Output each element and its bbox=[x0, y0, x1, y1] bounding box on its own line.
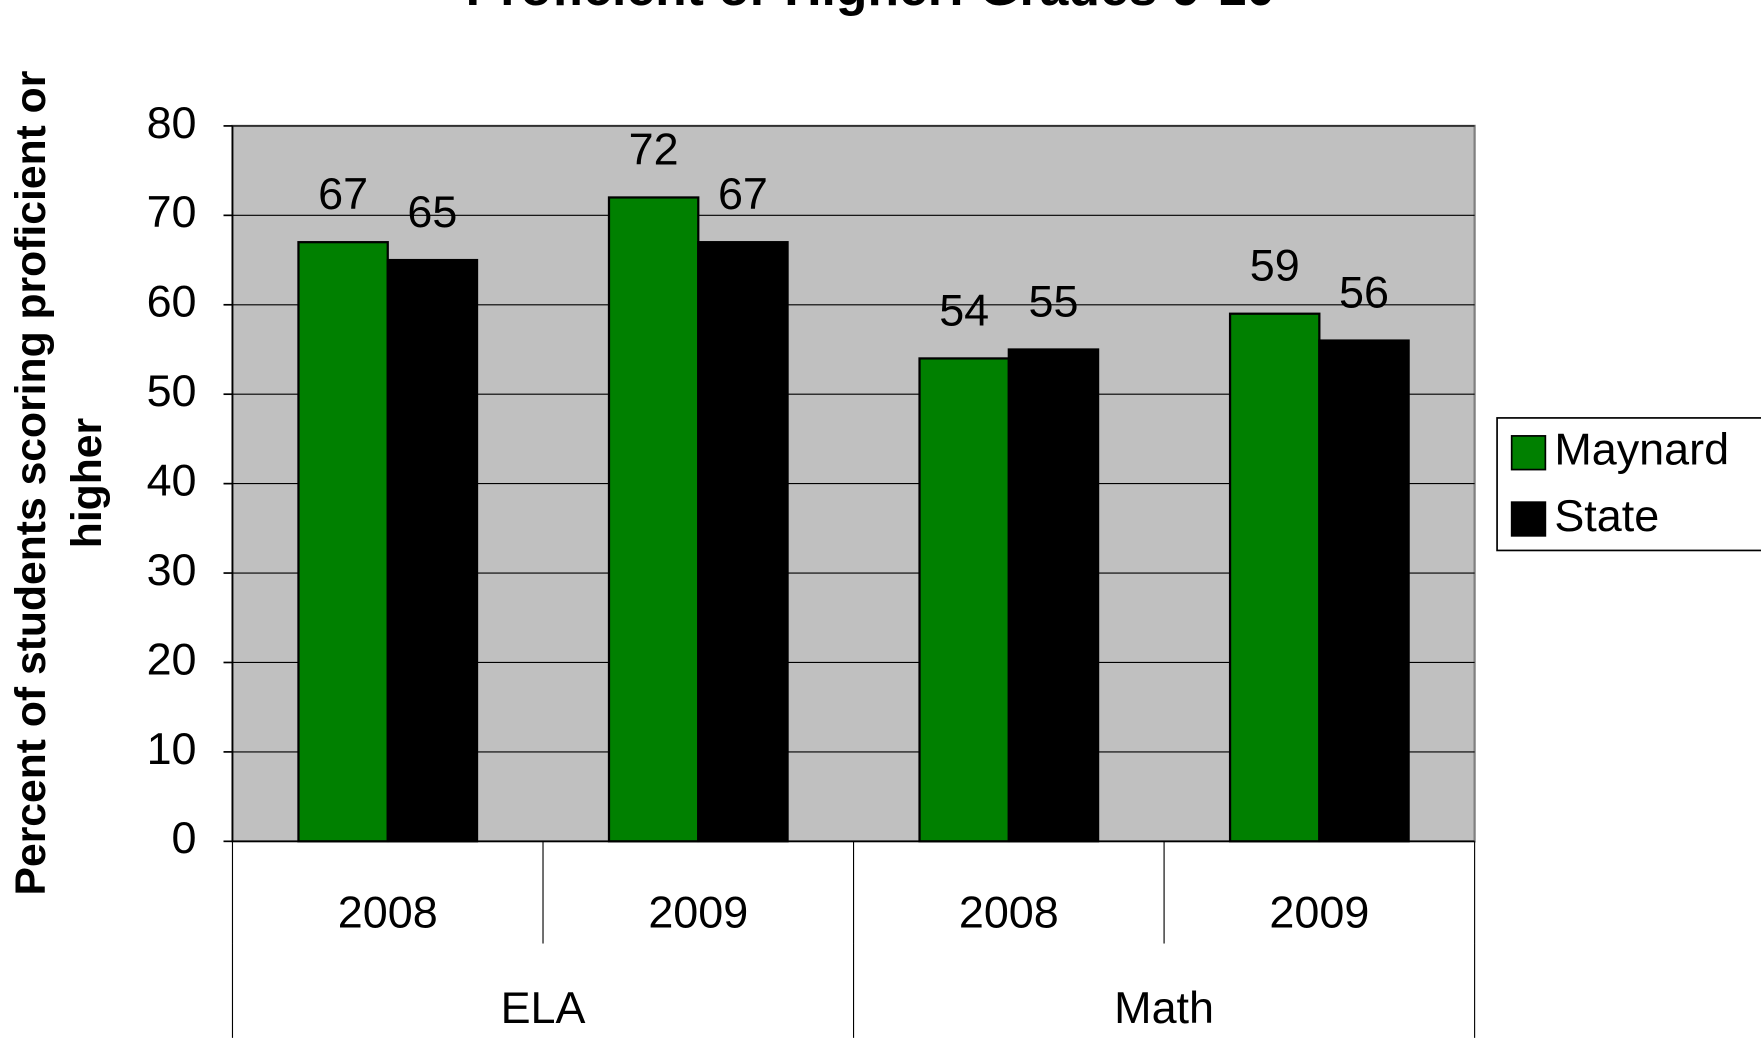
bar bbox=[1007, 348, 1100, 843]
x-tick-label: 2008 bbox=[338, 886, 438, 937]
group-label: ELA bbox=[501, 982, 586, 1033]
data-label: 59 bbox=[1250, 240, 1300, 291]
data-label: 67 bbox=[318, 168, 368, 219]
data-label: 72 bbox=[629, 123, 679, 174]
data-label: 55 bbox=[1028, 275, 1078, 326]
chart-title: Proficient or Higher: Grades 9-10 bbox=[466, 0, 1275, 16]
data-label: 65 bbox=[407, 186, 457, 237]
y-tick-label: 50 bbox=[147, 365, 197, 416]
x-tick-label: 2009 bbox=[648, 886, 748, 937]
y-tick-label: 30 bbox=[147, 544, 197, 595]
x-tick-label: 2009 bbox=[1269, 886, 1369, 937]
bar bbox=[1318, 339, 1410, 843]
y-tick-label: 40 bbox=[147, 454, 197, 505]
data-label: 54 bbox=[939, 284, 989, 335]
bar bbox=[918, 357, 1010, 843]
y-tick-label: 60 bbox=[147, 276, 197, 327]
legend-swatch bbox=[1510, 501, 1547, 537]
y-tick-label: 10 bbox=[147, 723, 197, 774]
bar bbox=[297, 241, 389, 843]
legend-label: Maynard bbox=[1554, 424, 1729, 475]
y-axis-label: higher bbox=[63, 418, 111, 548]
data-label: 67 bbox=[718, 168, 768, 219]
y-axis-label: Percent of students scoring proficient o… bbox=[7, 71, 55, 896]
y-tick-label: 0 bbox=[172, 812, 197, 863]
y-tick-label: 70 bbox=[147, 186, 197, 237]
bar bbox=[607, 196, 700, 843]
x-tick-label: 2008 bbox=[959, 886, 1059, 937]
bar bbox=[386, 258, 479, 843]
group-label: Math bbox=[1114, 982, 1214, 1033]
legend-label: State bbox=[1554, 490, 1659, 541]
legend-swatch bbox=[1510, 435, 1547, 471]
bar bbox=[697, 241, 789, 843]
data-label: 56 bbox=[1339, 266, 1389, 317]
y-tick-label: 80 bbox=[147, 97, 197, 148]
y-tick-label: 20 bbox=[147, 633, 197, 684]
bar bbox=[1228, 312, 1321, 843]
